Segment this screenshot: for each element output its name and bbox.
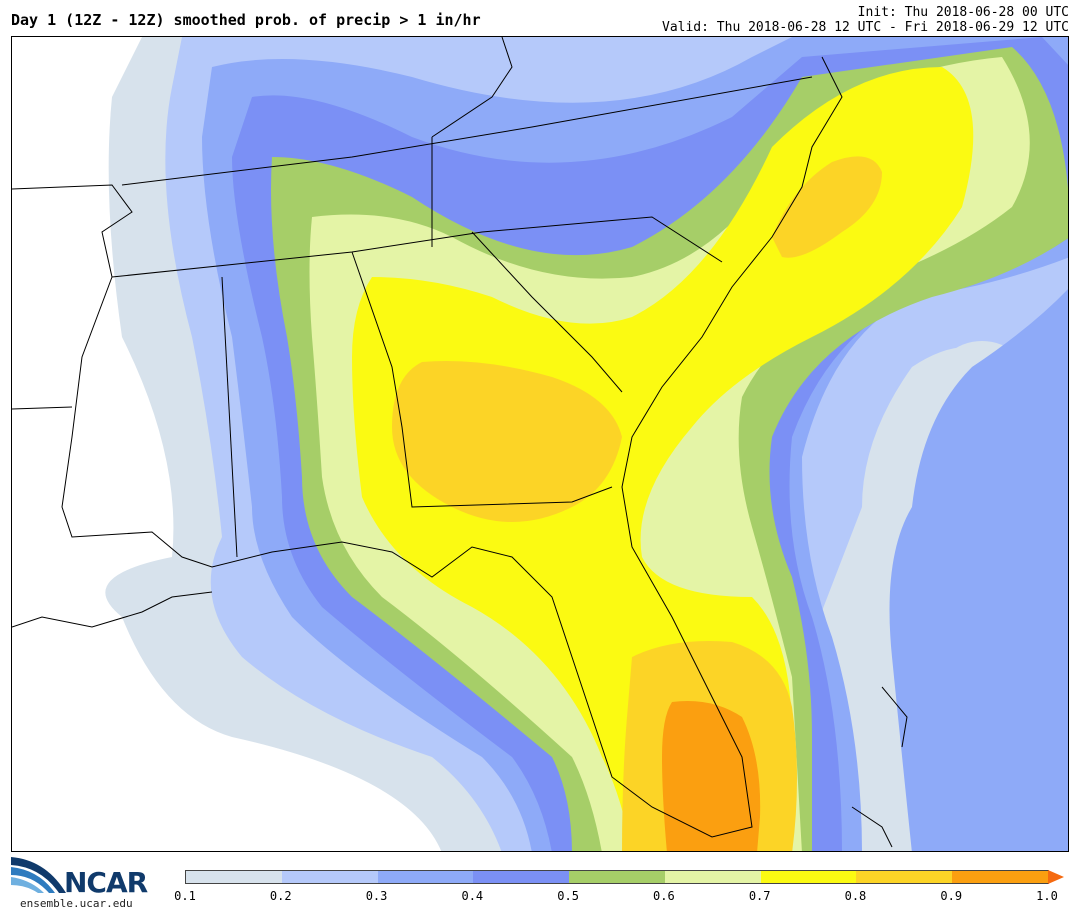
colorbar-tick-label: 0.2 [269,889,292,903]
contour-0.8 [392,361,622,522]
colorbar-tick-label: 0.9 [940,889,963,903]
colorbar-tick-label: 0.1 [174,889,196,903]
colorbar-tick-label: 0.6 [653,889,675,903]
colorbar-segment [377,871,474,883]
colorbar-tick-label: 0.8 [844,889,867,903]
colorbar-segment [569,871,665,883]
logo-text: NCAR [64,866,148,899]
colorbar-segment [856,871,953,883]
colorbar-segment [186,871,282,883]
colorbar-tick-label: 0.7 [748,889,771,903]
colorbar-tick-label: 1.0 [1036,889,1058,903]
init-time: Init: Thu 2018-06-28 00 UTC [857,5,1069,20]
colorbar-tick-label: 0.3 [365,889,388,903]
map-title: Day 1 (12Z - 12Z) smoothed prob. of prec… [11,11,481,29]
boundaries [12,37,908,848]
colorbar [185,870,1049,884]
colorbar-segment [281,871,378,883]
colorbar-segment [952,871,1049,883]
colorbar-overflow-arrow [1048,870,1064,884]
valid-time: Valid: Thu 2018-06-28 12 UTC - Fri 2018-… [662,20,1069,35]
colorbar-segment [760,871,857,883]
contour-0.8-carolinas [772,156,882,258]
colorbar-segment [473,871,570,883]
colorbar-segment [664,871,761,883]
contour-0.7 [352,67,974,851]
contour-0.9 [662,701,761,851]
probability-map [11,36,1069,852]
ncar-logo [11,855,161,913]
colorbar-tick-label: 0.5 [557,889,579,903]
logo-url: ensemble.ucar.edu [20,897,133,910]
colorbar-tick-label: 0.4 [461,889,484,903]
